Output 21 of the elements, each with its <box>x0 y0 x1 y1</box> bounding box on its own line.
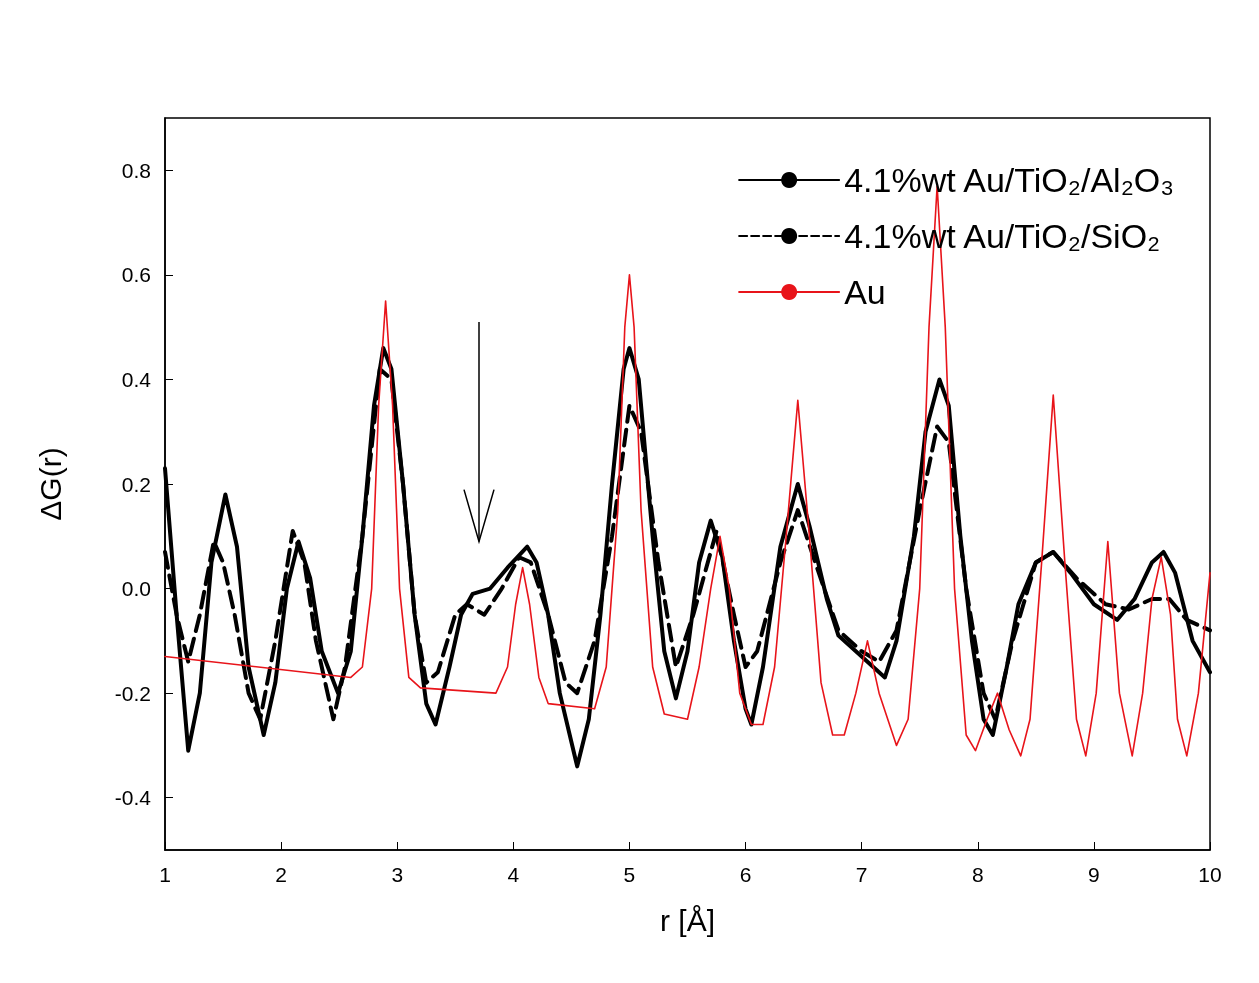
x-tick-label: 6 <box>739 863 752 886</box>
x-tick-label: 10 <box>1198 863 1222 886</box>
x-tick-label: 8 <box>971 863 984 886</box>
x-tick-label: 5 <box>623 863 636 886</box>
x-tick-label: 9 <box>1088 863 1100 886</box>
y-tick-label: 0.4 <box>121 367 152 391</box>
x-tick-label: 4 <box>507 863 520 886</box>
y-tick-label: 0.2 <box>121 472 151 496</box>
x-tick-label: 1 <box>159 863 171 886</box>
legend-label: 4.1%wt Au/TiO₂/Al₂O₃ <box>844 161 1175 199</box>
legend-label: Au <box>844 273 886 311</box>
y-tick-label: -0.4 <box>114 786 152 810</box>
y-tick-label: -0.2 <box>114 681 151 705</box>
x-tick-label: 7 <box>855 863 868 886</box>
x-axis-title: r [Å] <box>659 903 716 937</box>
y-tick-label: 0.8 <box>121 158 151 182</box>
y-tick-label: 0.0 <box>121 577 151 601</box>
x-tick-label: 3 <box>391 863 404 886</box>
y-axis-title: ΔG(r) <box>33 447 67 521</box>
x-tick-label: 2 <box>275 863 287 886</box>
y-tick-label: 0.6 <box>121 263 151 287</box>
